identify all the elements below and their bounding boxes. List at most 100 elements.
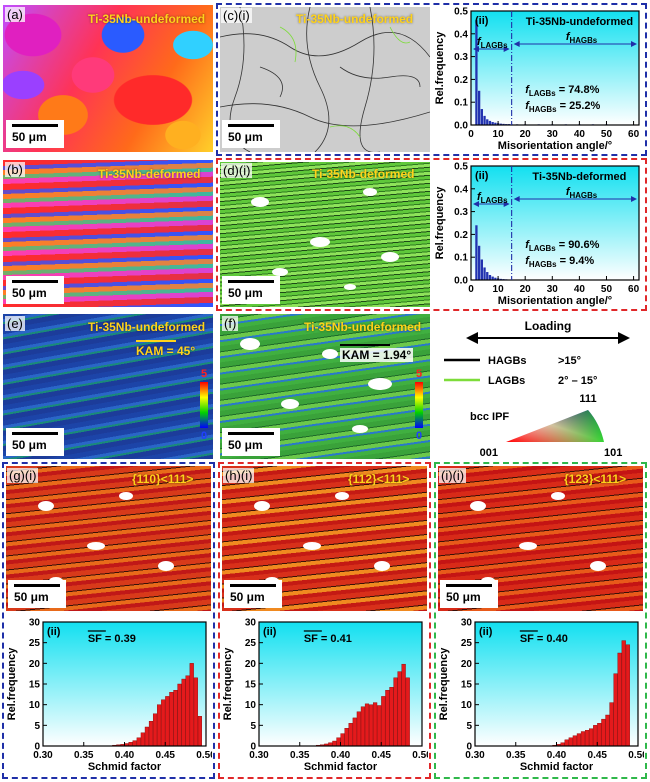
y-tick-label: 0.2 xyxy=(454,75,468,86)
bar xyxy=(352,717,357,747)
bar xyxy=(148,720,154,747)
bar xyxy=(499,123,502,125)
bar xyxy=(336,737,341,747)
bar xyxy=(613,673,618,747)
axes-frame xyxy=(470,10,640,126)
y-tick-label: 0.5 xyxy=(454,162,468,173)
scale-bar xyxy=(228,280,274,283)
loading-arrow-icon xyxy=(466,332,630,344)
misorientation-chart-deformed: 0 10 20 30 40 50 60 0.0 0.1 0.2 0.3 0.4 0.5 Misorient… xyxy=(434,162,640,307)
bar xyxy=(177,683,182,747)
bar xyxy=(475,20,478,126)
bar xyxy=(625,644,630,747)
hagb-fraction: fHAGBs = 9.4% xyxy=(525,255,594,269)
bar xyxy=(486,119,489,125)
bar xyxy=(576,733,581,747)
hagb-label: HAGBs xyxy=(488,355,527,367)
bar xyxy=(488,120,492,125)
bar xyxy=(144,726,149,747)
arrow-head xyxy=(473,201,479,207)
y-tick-label: 0.2 xyxy=(454,230,468,241)
x-tick-label: 0.50 xyxy=(412,750,428,761)
scale-bar-label: 50 μm xyxy=(12,130,47,144)
mean-schmid-factor: SF = 0.40 xyxy=(520,633,568,645)
panel-h-label: (h)(i) xyxy=(223,468,255,483)
arrow-head xyxy=(503,201,510,207)
lagb-region-label: fLAGBs xyxy=(477,191,508,205)
x-tick-label: 10 xyxy=(493,284,505,295)
panel-h-frame xyxy=(218,462,431,779)
bar xyxy=(401,663,406,747)
y-tick-label: 10 xyxy=(29,700,41,711)
panel-e-title: Ti-35Nb-undeformed xyxy=(88,320,206,334)
x-tick-label: 0 xyxy=(468,129,474,140)
y-axis-label: Rel.frequency xyxy=(434,186,446,260)
y-tick-label: 15 xyxy=(461,680,473,691)
bar xyxy=(584,730,590,747)
arrow-head xyxy=(631,196,637,202)
bar xyxy=(480,259,483,280)
x-tick-label: 10 xyxy=(493,129,505,140)
x-tick-label: 0.50 xyxy=(196,750,212,761)
lagb-region-label: fLAGBs xyxy=(477,36,508,50)
x-tick-label: 30 xyxy=(547,284,559,295)
panel-c-label: (c)(i) xyxy=(221,8,252,23)
bar xyxy=(605,714,610,747)
x-tick-label: 0.45 xyxy=(372,750,392,761)
kam-value-e: KAM = 45° xyxy=(136,344,196,358)
panel-i-frame xyxy=(434,462,647,779)
bar xyxy=(486,272,489,280)
arrow-head xyxy=(513,41,520,47)
ipf-101: 101 xyxy=(604,447,622,459)
panel-a-title: Ti-35Nb-undeformed xyxy=(88,12,206,26)
schmid-chart-112: 0.30 0.35 0.40 0.45 0.50 0 5 10 15 20 25 30 Schmid f… xyxy=(222,618,428,774)
y-tick-label: 0.4 xyxy=(454,29,468,40)
hagb-range: >15° xyxy=(558,355,581,367)
panel-c-frame xyxy=(216,3,647,156)
bar xyxy=(368,704,374,747)
chart-title: Ti-35Nb-undeformed xyxy=(526,16,633,28)
arrow-head xyxy=(503,46,510,52)
panel-sub-label: (ii) xyxy=(475,170,489,182)
bar xyxy=(601,718,606,747)
bar xyxy=(332,740,337,747)
y-tick-label: 0.0 xyxy=(454,276,468,287)
scale-bar-label: 50 μm xyxy=(228,130,263,144)
bar xyxy=(609,702,614,747)
panel-f-title: Ti-35Nb-undeformed xyxy=(304,320,422,334)
y-tick-label: 20 xyxy=(29,659,41,670)
y-tick-label: 0 xyxy=(34,742,40,753)
y-axis-label: Rel.frequency xyxy=(438,647,450,721)
mean-schmid-factor: SF = 0.39 xyxy=(88,633,136,645)
bar xyxy=(593,725,598,747)
schmid-chart-123: 0.30 0.35 0.40 0.45 0.50 0 5 10 15 20 25 30 Schmid f… xyxy=(438,618,644,774)
bar xyxy=(589,728,594,747)
hagb-region-label: fHAGBs xyxy=(566,31,598,45)
x-axis-label: Misorientation angle/° xyxy=(498,140,612,152)
arrow-head xyxy=(473,46,479,52)
bar xyxy=(152,713,158,747)
y-tick-label: 30 xyxy=(245,618,257,629)
scale-bar-label: 50 μm xyxy=(14,590,49,604)
x-tick-label: 60 xyxy=(628,284,640,295)
arrow-head xyxy=(631,41,637,47)
x-tick-label: 0.45 xyxy=(588,750,608,761)
bar xyxy=(477,90,481,125)
bar xyxy=(340,733,345,747)
y-tick-label: 10 xyxy=(245,700,257,711)
x-tick-label: 0.40 xyxy=(331,750,351,761)
panel-i-label: (i)(i) xyxy=(439,468,467,483)
arrow-head xyxy=(513,196,520,202)
plot-area xyxy=(471,166,639,280)
kam-value-f: KAM = 1.94° xyxy=(340,348,414,362)
bar xyxy=(488,274,492,280)
x-tick-label: 50 xyxy=(601,284,613,295)
y-tick-label: 0.5 xyxy=(454,7,468,18)
colorbar-max: 5 xyxy=(201,368,208,380)
y-tick-label: 20 xyxy=(245,659,257,670)
bar xyxy=(132,740,137,747)
y-axis-label: Rel.frequency xyxy=(6,647,18,721)
bar xyxy=(189,663,194,747)
bar xyxy=(475,225,478,280)
hagb-region-label: fHAGBs xyxy=(566,186,598,200)
